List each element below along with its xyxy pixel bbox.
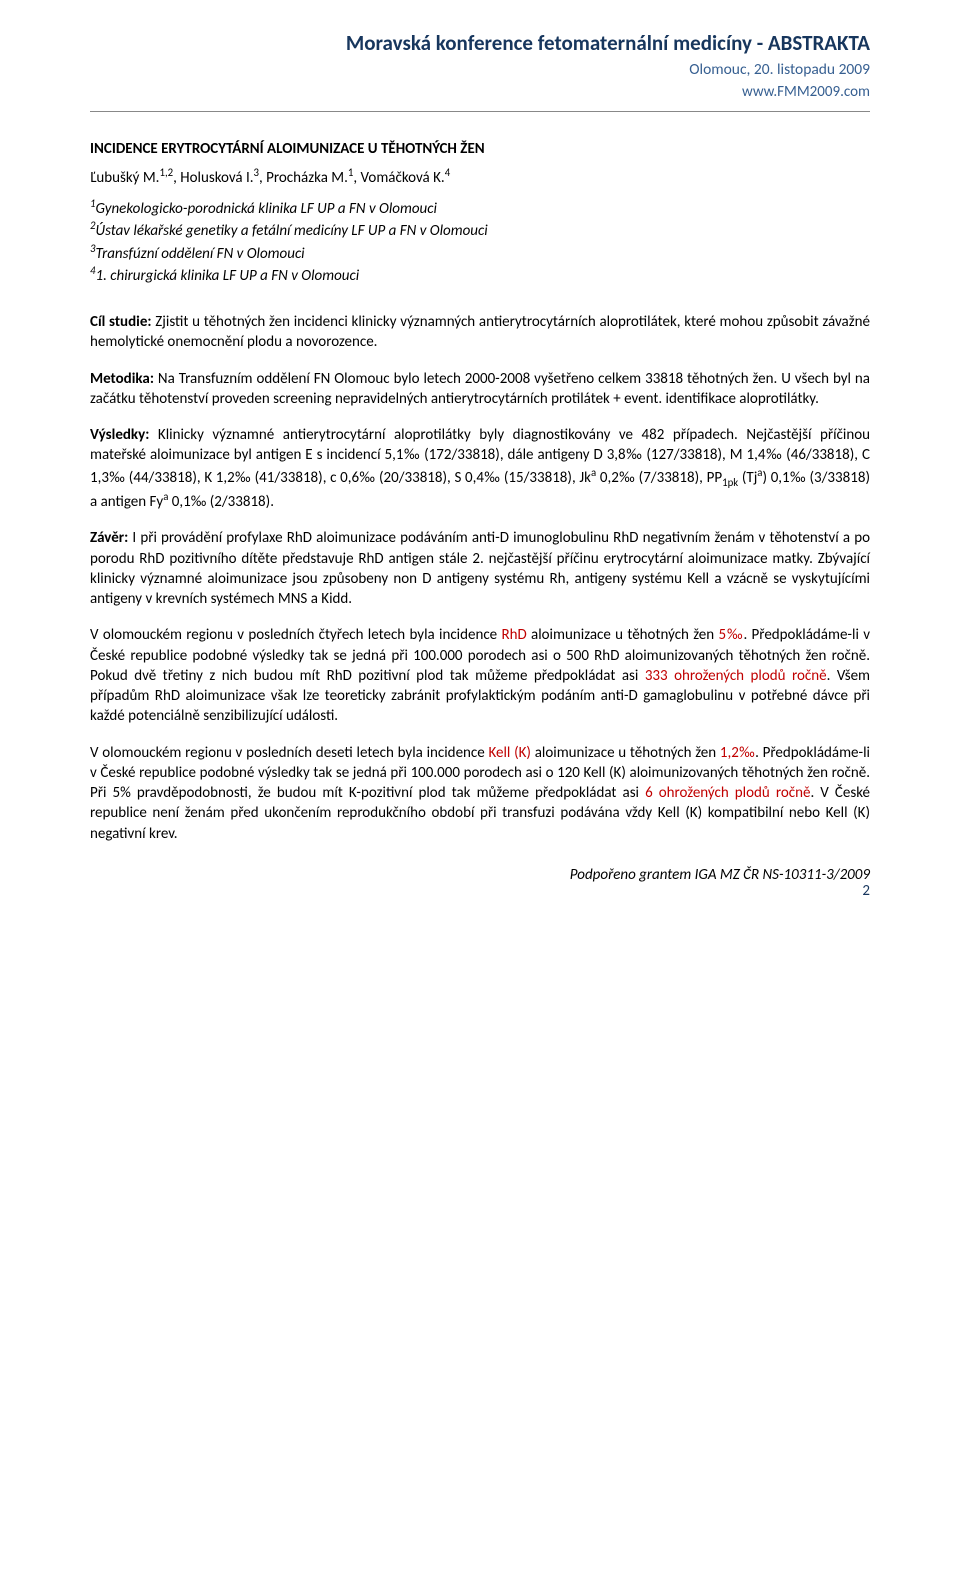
authors-line: Ľubušký M.1,2, Holusková I.3, Procházka … — [90, 166, 870, 187]
page: Moravská konference fetomaternální medic… — [0, 0, 960, 914]
header-url: www.FMM2009.com — [90, 83, 870, 101]
vysledky-text: Klinicky významné antierytrocytární alop… — [90, 426, 870, 511]
zaver-text: I při provádění profylaxe RhD aloimuniza… — [90, 529, 870, 608]
header-title: Moravská konference fetomaternální medic… — [90, 30, 870, 56]
footer-grant: Podpořeno grantem IGA MZ ČR NS-10311-3/2… — [90, 866, 870, 884]
cil-label: Cíl studie: — [90, 313, 152, 331]
document-title: INCIDENCE ERYTROCYTÁRNÍ ALOIMUNIZACE U T… — [90, 140, 870, 158]
affiliations: 1Gynekologicko-porodnická klinika LF UP … — [90, 197, 870, 286]
vysledky-label: Výsledky: — [90, 426, 149, 444]
paragraph-kell: V olomouckém regionu v posledních deseti… — [90, 743, 870, 844]
cil-text: Zjistit u těhotných žen incidenci klinic… — [90, 313, 870, 351]
header-subtitle: Olomouc, 20. listopadu 2009 — [90, 60, 870, 79]
metodika-label: Metodika: — [90, 370, 154, 388]
section-cil: Cíl studie: Zjistit u těhotných žen inci… — [90, 312, 870, 353]
section-metodika: Metodika: Na Transfuzním oddělení FN Olo… — [90, 369, 870, 410]
metodika-text: Na Transfuzním oddělení FN Olomouc bylo … — [90, 370, 870, 408]
page-number: 2 — [862, 882, 870, 900]
zaver-label: Závěr: — [90, 529, 128, 547]
paragraph-rhd: V olomouckém regionu v posledních čtyřec… — [90, 625, 870, 726]
section-zaver: Závěr: I při provádění profylaxe RhD alo… — [90, 528, 870, 609]
section-vysledky: Výsledky: Klinicky významné antierytrocy… — [90, 425, 870, 512]
page-header: Moravská konference fetomaternální medic… — [90, 30, 870, 112]
